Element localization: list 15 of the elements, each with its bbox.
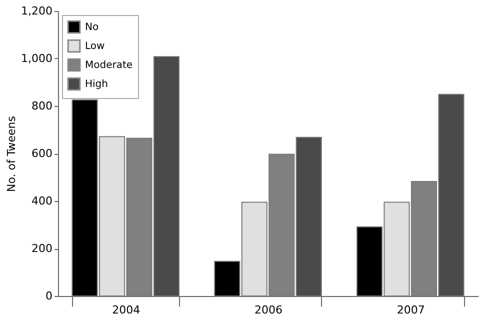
y-tick-label: 600 xyxy=(32,147,52,160)
y-tick-label: 800 xyxy=(32,100,52,112)
x-tick-label: 2004 xyxy=(112,304,140,316)
y-tick-label: 0 xyxy=(46,290,52,302)
y-tick-label: 1,200 xyxy=(21,4,52,18)
y-tick-label: 1,000 xyxy=(21,52,52,65)
legend-label: No xyxy=(85,22,99,33)
x-tick-label: 2006 xyxy=(254,304,282,316)
legend-label: Moderate xyxy=(85,60,133,71)
y-tick-label: 200 xyxy=(32,242,52,255)
x-tick-label: 2007 xyxy=(396,304,425,316)
y-axis-title: No. of Tweens xyxy=(5,116,18,192)
y-tick-label: 400 xyxy=(32,194,52,208)
legend-label: High xyxy=(85,79,108,90)
legend-label: Low xyxy=(85,41,105,52)
